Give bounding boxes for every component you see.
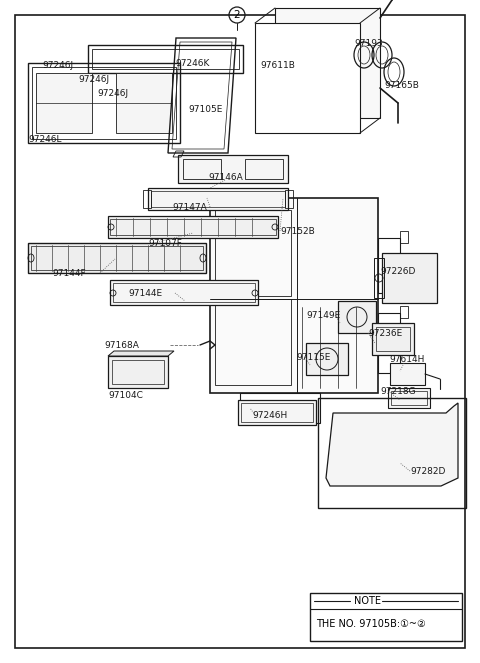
Bar	[108, 216, 278, 238]
Bar	[36, 73, 92, 133]
Text: 2: 2	[234, 10, 240, 20]
Text: 97104C: 97104C	[108, 391, 143, 400]
Text: 97246H: 97246H	[252, 412, 287, 420]
Text: 97246J: 97246J	[42, 62, 73, 70]
Bar	[178, 155, 288, 183]
Text: THE NO. 97105B:①~②: THE NO. 97105B:①~②	[316, 619, 426, 629]
Bar	[215, 210, 290, 296]
Text: 97218G: 97218G	[380, 387, 416, 396]
Bar	[28, 63, 180, 143]
Bar	[372, 323, 414, 355]
Polygon shape	[108, 351, 174, 356]
Text: 97226D: 97226D	[380, 267, 415, 276]
Bar	[285, 190, 293, 208]
Text: 97144E: 97144E	[128, 290, 162, 298]
Bar	[31, 246, 203, 270]
Bar	[108, 356, 168, 388]
Bar	[240, 393, 320, 423]
Text: 97168A: 97168A	[104, 341, 139, 349]
Bar	[310, 593, 462, 641]
Polygon shape	[255, 23, 360, 133]
Bar	[143, 190, 151, 208]
Bar	[113, 283, 255, 302]
Bar	[382, 253, 437, 303]
Text: 97246K: 97246K	[175, 58, 209, 68]
Polygon shape	[275, 8, 380, 118]
Bar	[92, 49, 239, 69]
Bar	[110, 280, 258, 305]
Bar	[400, 266, 408, 278]
Text: 97614H: 97614H	[389, 355, 424, 365]
Bar	[151, 191, 285, 207]
Bar	[390, 363, 425, 385]
Bar	[183, 159, 221, 179]
Bar	[306, 343, 348, 375]
Bar	[400, 341, 408, 353]
Bar	[238, 400, 316, 425]
Text: 97246J: 97246J	[97, 88, 128, 97]
Text: 97146A: 97146A	[208, 174, 243, 182]
Bar	[400, 306, 408, 318]
Bar	[148, 188, 288, 210]
Text: 97147A: 97147A	[172, 202, 207, 211]
Text: 97246J: 97246J	[78, 76, 109, 84]
Bar	[391, 391, 427, 405]
Text: 97149E: 97149E	[306, 310, 340, 320]
Text: 97107F: 97107F	[148, 239, 182, 247]
Bar	[110, 219, 276, 235]
Bar	[88, 45, 243, 73]
Polygon shape	[326, 403, 458, 486]
Bar	[400, 231, 408, 243]
Text: 97152B: 97152B	[280, 227, 315, 235]
Bar	[28, 243, 206, 273]
Bar	[374, 258, 384, 298]
Text: 97236E: 97236E	[368, 328, 402, 337]
Text: 97105E: 97105E	[188, 105, 222, 115]
Text: 97282D: 97282D	[410, 467, 445, 475]
Text: 97611B: 97611B	[260, 60, 295, 70]
Text: 97193: 97193	[354, 38, 383, 48]
Text: 97246L: 97246L	[28, 135, 61, 145]
Text: 97144F: 97144F	[52, 269, 85, 278]
Text: 97115E: 97115E	[296, 353, 330, 361]
Bar	[32, 67, 176, 139]
Bar	[116, 73, 172, 133]
Bar	[388, 388, 430, 408]
Text: NOTE: NOTE	[354, 596, 381, 606]
Bar	[376, 327, 410, 351]
Bar	[318, 398, 466, 508]
Bar	[378, 313, 400, 373]
Bar	[210, 198, 378, 393]
Bar	[215, 299, 290, 385]
Bar	[112, 360, 164, 384]
Bar	[245, 159, 283, 179]
Bar	[241, 403, 313, 422]
Bar	[378, 238, 400, 293]
Bar	[338, 301, 376, 333]
Text: 97165B: 97165B	[384, 80, 419, 90]
